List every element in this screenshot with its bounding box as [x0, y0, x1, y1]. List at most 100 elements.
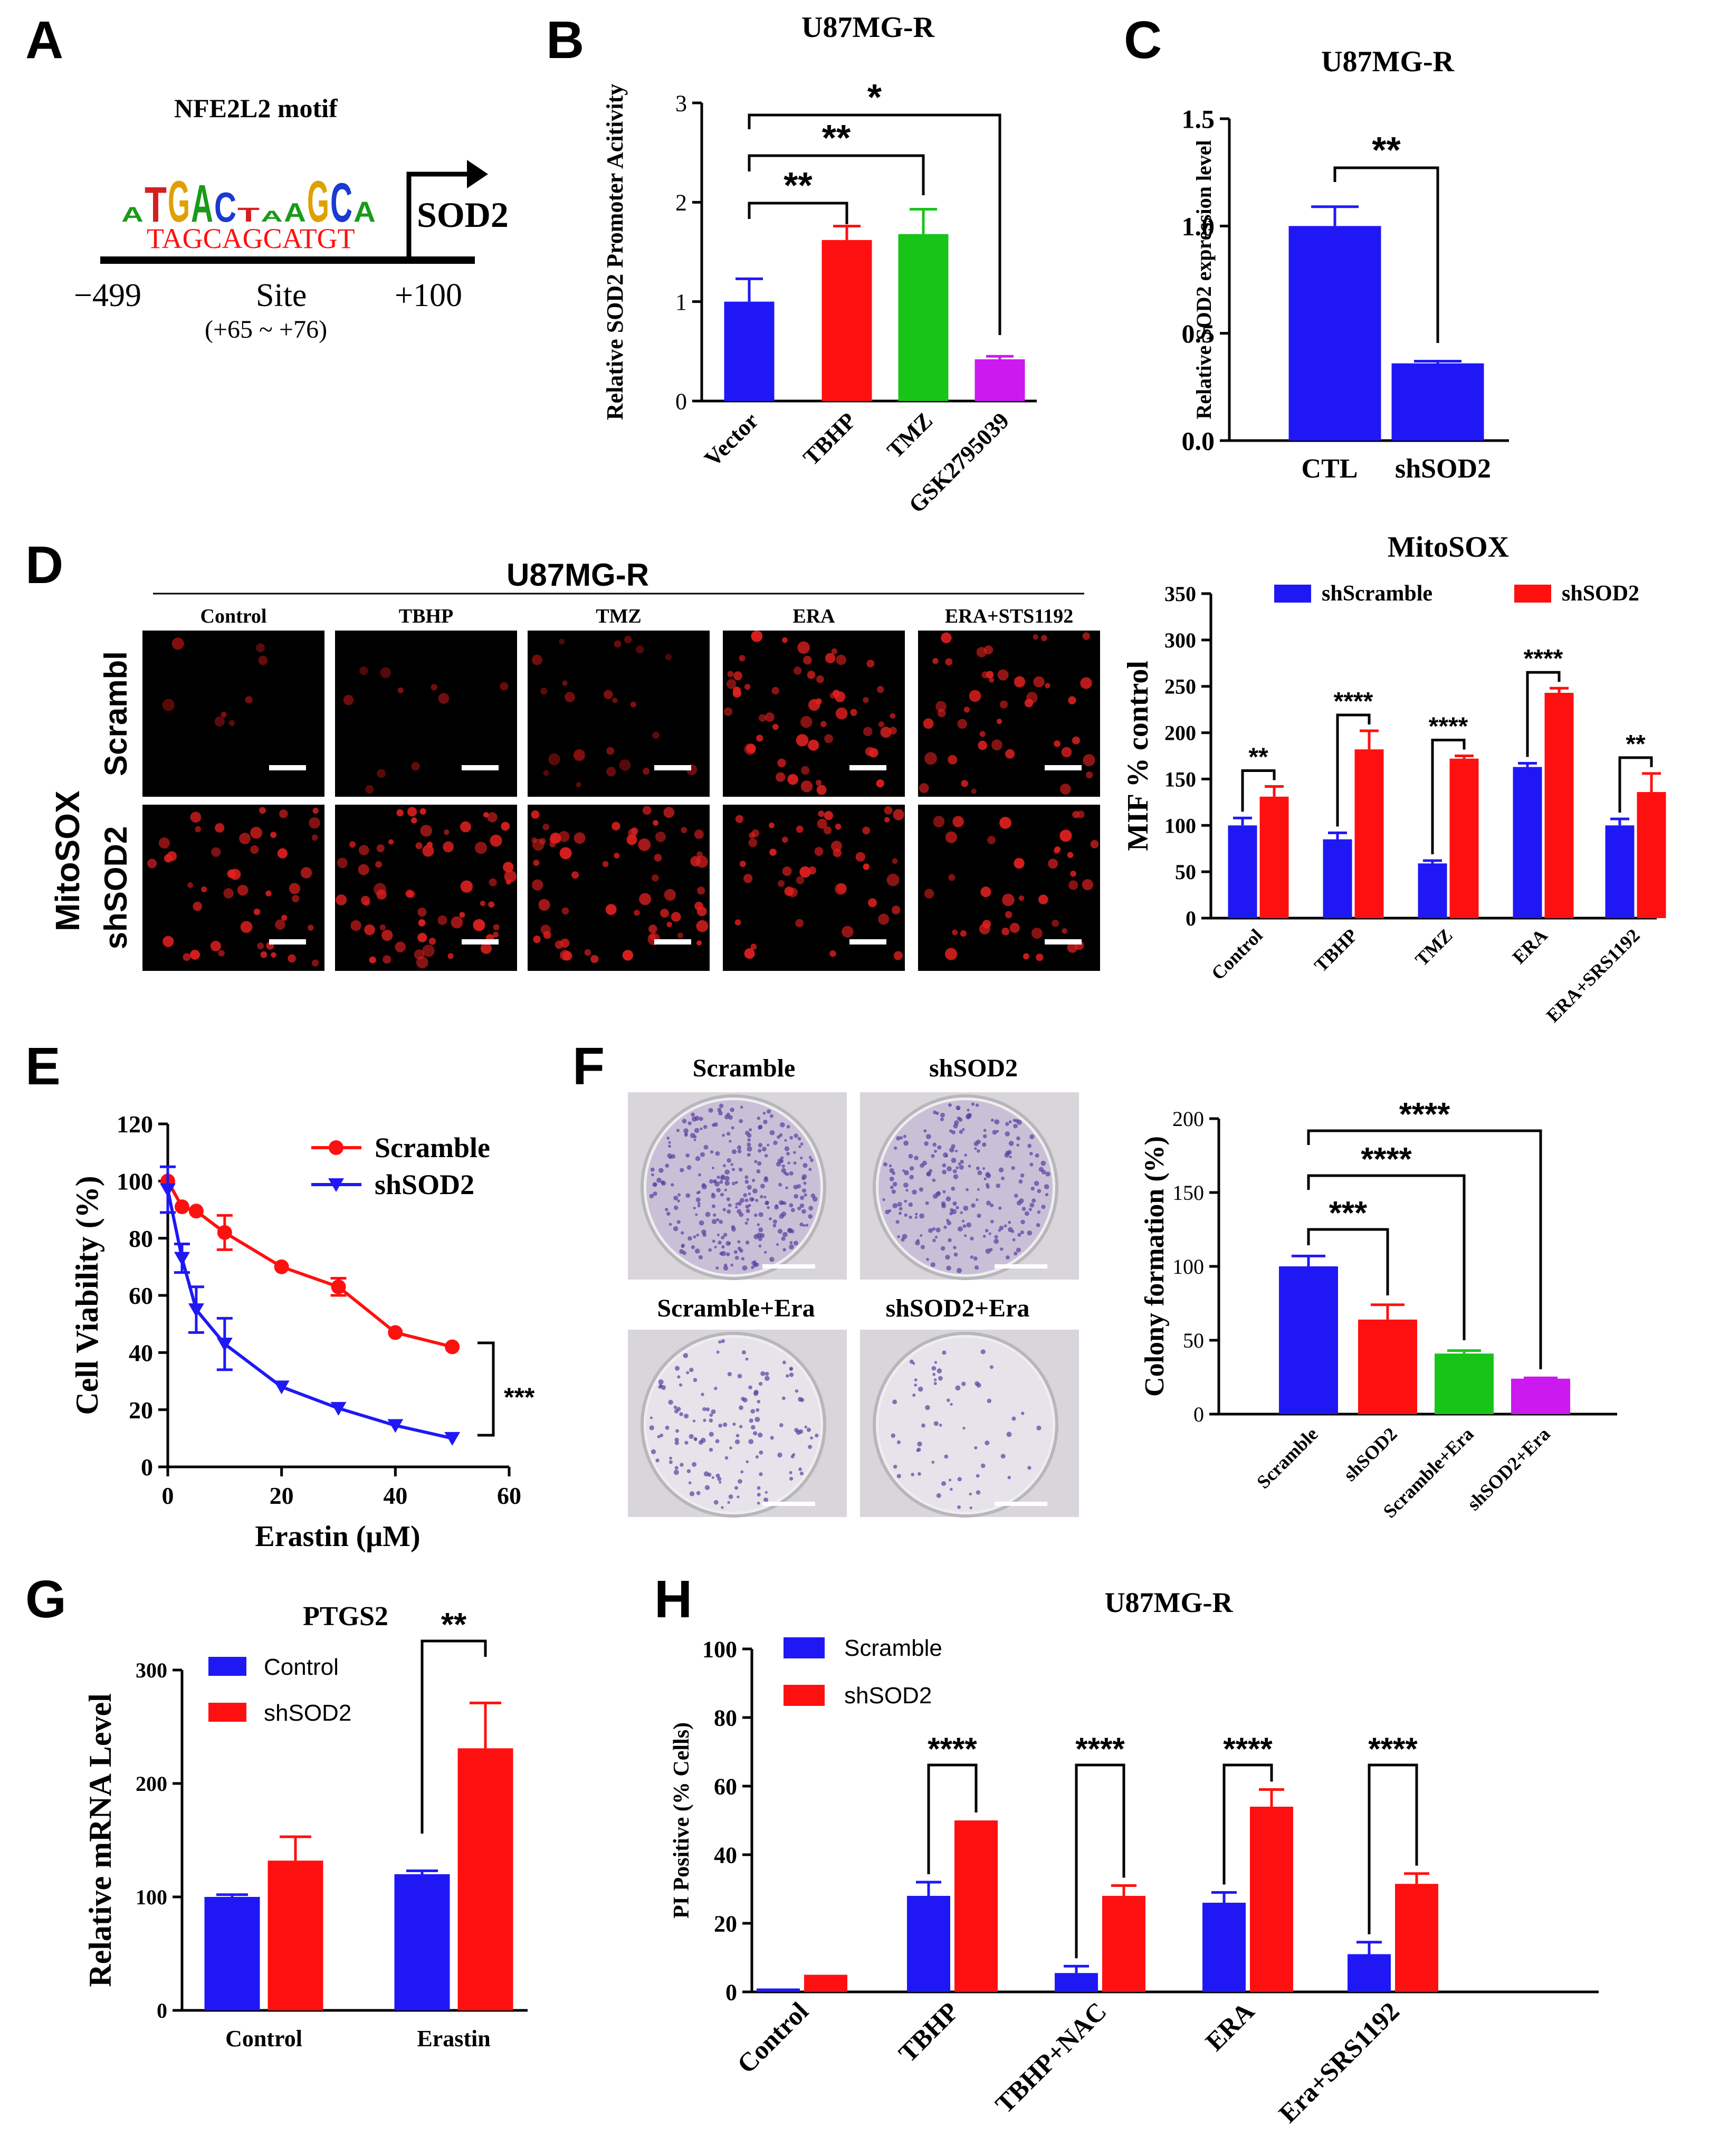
colony	[719, 1180, 723, 1184]
cell	[756, 734, 763, 742]
colony	[794, 1194, 799, 1199]
cell	[726, 679, 737, 689]
chart-title: U87MG-R	[801, 11, 935, 44]
cell	[500, 682, 509, 691]
colony	[753, 1431, 758, 1436]
chart-d: MitoSOX 0 50 100 150 200 250 300 350 MIF % contro…	[1122, 531, 1666, 1026]
cell	[422, 945, 435, 957]
cell	[493, 931, 499, 938]
cell	[364, 924, 375, 936]
colony	[808, 1206, 814, 1211]
significance-bracket	[1526, 671, 1561, 757]
colony	[721, 1339, 725, 1343]
colony	[735, 1434, 740, 1438]
cell	[417, 907, 427, 917]
colony	[1021, 1411, 1025, 1415]
cell	[422, 845, 434, 857]
colony	[961, 1219, 965, 1223]
bar	[975, 359, 1025, 401]
colony	[722, 1164, 726, 1168]
colony	[1020, 1173, 1025, 1178]
colony	[746, 1208, 750, 1213]
bar	[724, 301, 775, 401]
x-tick-label: Control	[225, 2026, 302, 2052]
x-tick-label: 20	[270, 1482, 294, 1509]
cell	[561, 907, 569, 915]
data-point	[216, 1338, 233, 1352]
colony	[891, 1189, 896, 1194]
colony	[767, 1143, 770, 1147]
cell	[358, 845, 369, 856]
colony	[727, 1501, 730, 1504]
cell	[195, 826, 202, 833]
cell	[533, 936, 541, 943]
cell	[1001, 927, 1010, 936]
cell	[924, 752, 937, 765]
cell	[635, 645, 644, 654]
y-axis-label: Cell Viability (%)	[70, 1176, 104, 1415]
cell	[158, 837, 170, 849]
cell	[289, 883, 300, 894]
cell	[438, 693, 450, 704]
colony	[990, 1203, 994, 1207]
cell	[825, 653, 836, 664]
colony	[975, 1381, 980, 1386]
cell	[555, 940, 563, 949]
cell	[681, 827, 687, 833]
colony	[686, 1371, 690, 1375]
colony	[902, 1234, 907, 1239]
cell	[275, 919, 285, 930]
colony	[787, 1228, 793, 1234]
colony	[775, 1204, 778, 1207]
colony	[1029, 1134, 1035, 1139]
colony	[649, 1194, 654, 1199]
colony	[758, 1244, 762, 1248]
colony	[752, 1188, 758, 1194]
colony	[902, 1169, 905, 1172]
colony	[770, 1436, 774, 1440]
x-tick-label: ERA+SRS1192	[1542, 924, 1644, 1026]
cell	[501, 822, 510, 831]
bar	[1435, 1353, 1494, 1414]
cell	[876, 685, 884, 693]
colony	[793, 1241, 798, 1246]
colony	[957, 1505, 961, 1509]
logo-letter: A	[354, 195, 376, 228]
colony	[983, 1129, 987, 1132]
y-tick-label: 60	[714, 1773, 737, 1799]
panel-label-b: B	[546, 11, 584, 70]
colony	[722, 1208, 726, 1211]
colony	[891, 1433, 896, 1438]
y-tick-label: 0	[725, 1979, 737, 2005]
cell	[292, 894, 300, 903]
colony	[930, 1262, 935, 1267]
colony	[649, 1425, 654, 1430]
colony	[758, 1149, 762, 1153]
cell	[878, 721, 885, 728]
cell	[606, 767, 616, 777]
column-label: ERA+STS1192	[945, 605, 1073, 627]
colony	[729, 1446, 732, 1449]
colony	[710, 1150, 714, 1154]
cell	[1014, 858, 1025, 869]
colony	[732, 1422, 736, 1426]
colony	[735, 1206, 738, 1209]
cell	[652, 731, 660, 739]
colony	[939, 1424, 942, 1427]
cell	[739, 655, 746, 662]
cell	[459, 912, 465, 918]
colony	[763, 1196, 767, 1199]
colony	[1012, 1238, 1016, 1242]
colony	[668, 1399, 673, 1405]
cell	[948, 755, 958, 765]
cell	[550, 832, 561, 844]
colony	[684, 1414, 689, 1419]
colony	[683, 1128, 689, 1133]
colony	[950, 1403, 953, 1406]
y-tick-label: 0	[157, 1999, 167, 2023]
colony	[1024, 1211, 1029, 1216]
legend-label: Scramble	[375, 1132, 490, 1163]
colony	[941, 1481, 947, 1486]
colony	[737, 1149, 742, 1153]
micrograph	[335, 631, 517, 797]
